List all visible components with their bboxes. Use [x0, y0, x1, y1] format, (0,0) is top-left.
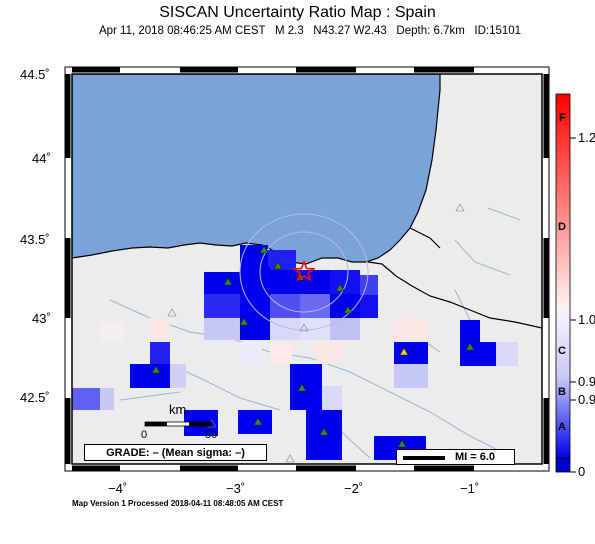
station-marker: [343, 305, 353, 314]
station-marker: [239, 317, 249, 326]
grade-label: GRADE: – (Mean sigma: –): [106, 447, 245, 459]
grade-box: GRADE: – (Mean sigma: –): [84, 444, 267, 461]
station-marker: [335, 283, 345, 292]
station-marker: [319, 427, 329, 436]
station-marker: [151, 365, 161, 374]
x-tick-label: −3˚: [226, 481, 246, 496]
y-tick-label: 43˚: [32, 311, 51, 326]
station-marker: [399, 347, 409, 356]
colorbar-value: 0: [578, 464, 586, 479]
station-marker: [259, 245, 269, 254]
station-marker: [455, 203, 465, 212]
colorbar-letter: B: [558, 386, 566, 398]
station-marker: [397, 439, 407, 448]
scale-unit-label: km: [169, 402, 187, 417]
mi-legend-box: MI = 6.0: [396, 449, 515, 465]
colorbar-value: 0.9: [578, 374, 595, 389]
scale-bar: [144, 421, 212, 427]
epicenter-rings: [239, 213, 369, 331]
y-tick-label: 42.5˚: [20, 390, 50, 405]
station-marker: [299, 323, 309, 332]
station-marker: [223, 277, 233, 286]
borders: [367, 227, 542, 329]
x-tick-label: −2˚: [344, 481, 364, 496]
scale-end-label: 50: [205, 429, 218, 441]
mi-line-symbol: [403, 456, 445, 460]
scale-start-label: 0: [141, 429, 148, 441]
station-marker: [167, 308, 177, 317]
x-tick-label: −4˚: [108, 481, 128, 496]
processing-footer: Map Version 1 Processed 2018-04-11 08:48…: [72, 499, 284, 508]
y-tick-label: 43.5˚: [20, 232, 50, 247]
station-marker: [253, 417, 263, 426]
colorbar-value: 1.2: [578, 130, 595, 145]
mi-label: MI = 6.0: [455, 451, 496, 463]
y-tick-label: 44.5˚: [20, 67, 50, 82]
station-marker: [465, 342, 475, 351]
map-outer-frame: [64, 66, 550, 472]
station-marker: [273, 261, 283, 270]
epicenter-star: [292, 259, 316, 282]
colorbar-value: 0.9: [578, 392, 595, 407]
colorbar-value: 1.0: [578, 312, 595, 327]
uncertainty-cells: [72, 245, 518, 460]
colorbar-letter: C: [558, 345, 566, 357]
station-marker: [297, 383, 307, 392]
station-marker: [285, 454, 295, 463]
sea-area: [72, 74, 441, 265]
colorbar: [555, 93, 576, 473]
x-tick-label: −1˚: [460, 481, 480, 496]
map-title: SISCAN Uncertainty Ratio Map : Spain: [159, 4, 436, 21]
frame-ticks: [65, 67, 549, 471]
colorbar-letter: A: [558, 421, 566, 433]
map-frame: [71, 73, 543, 465]
y-tick-label: 44˚: [32, 151, 51, 166]
colorbar-letter: D: [558, 221, 566, 233]
event-subtitle: Apr 11, 2018 08:46:25 AM CEST M 2.3 N43.…: [98, 25, 522, 37]
colorbar-letter: F: [559, 112, 566, 124]
